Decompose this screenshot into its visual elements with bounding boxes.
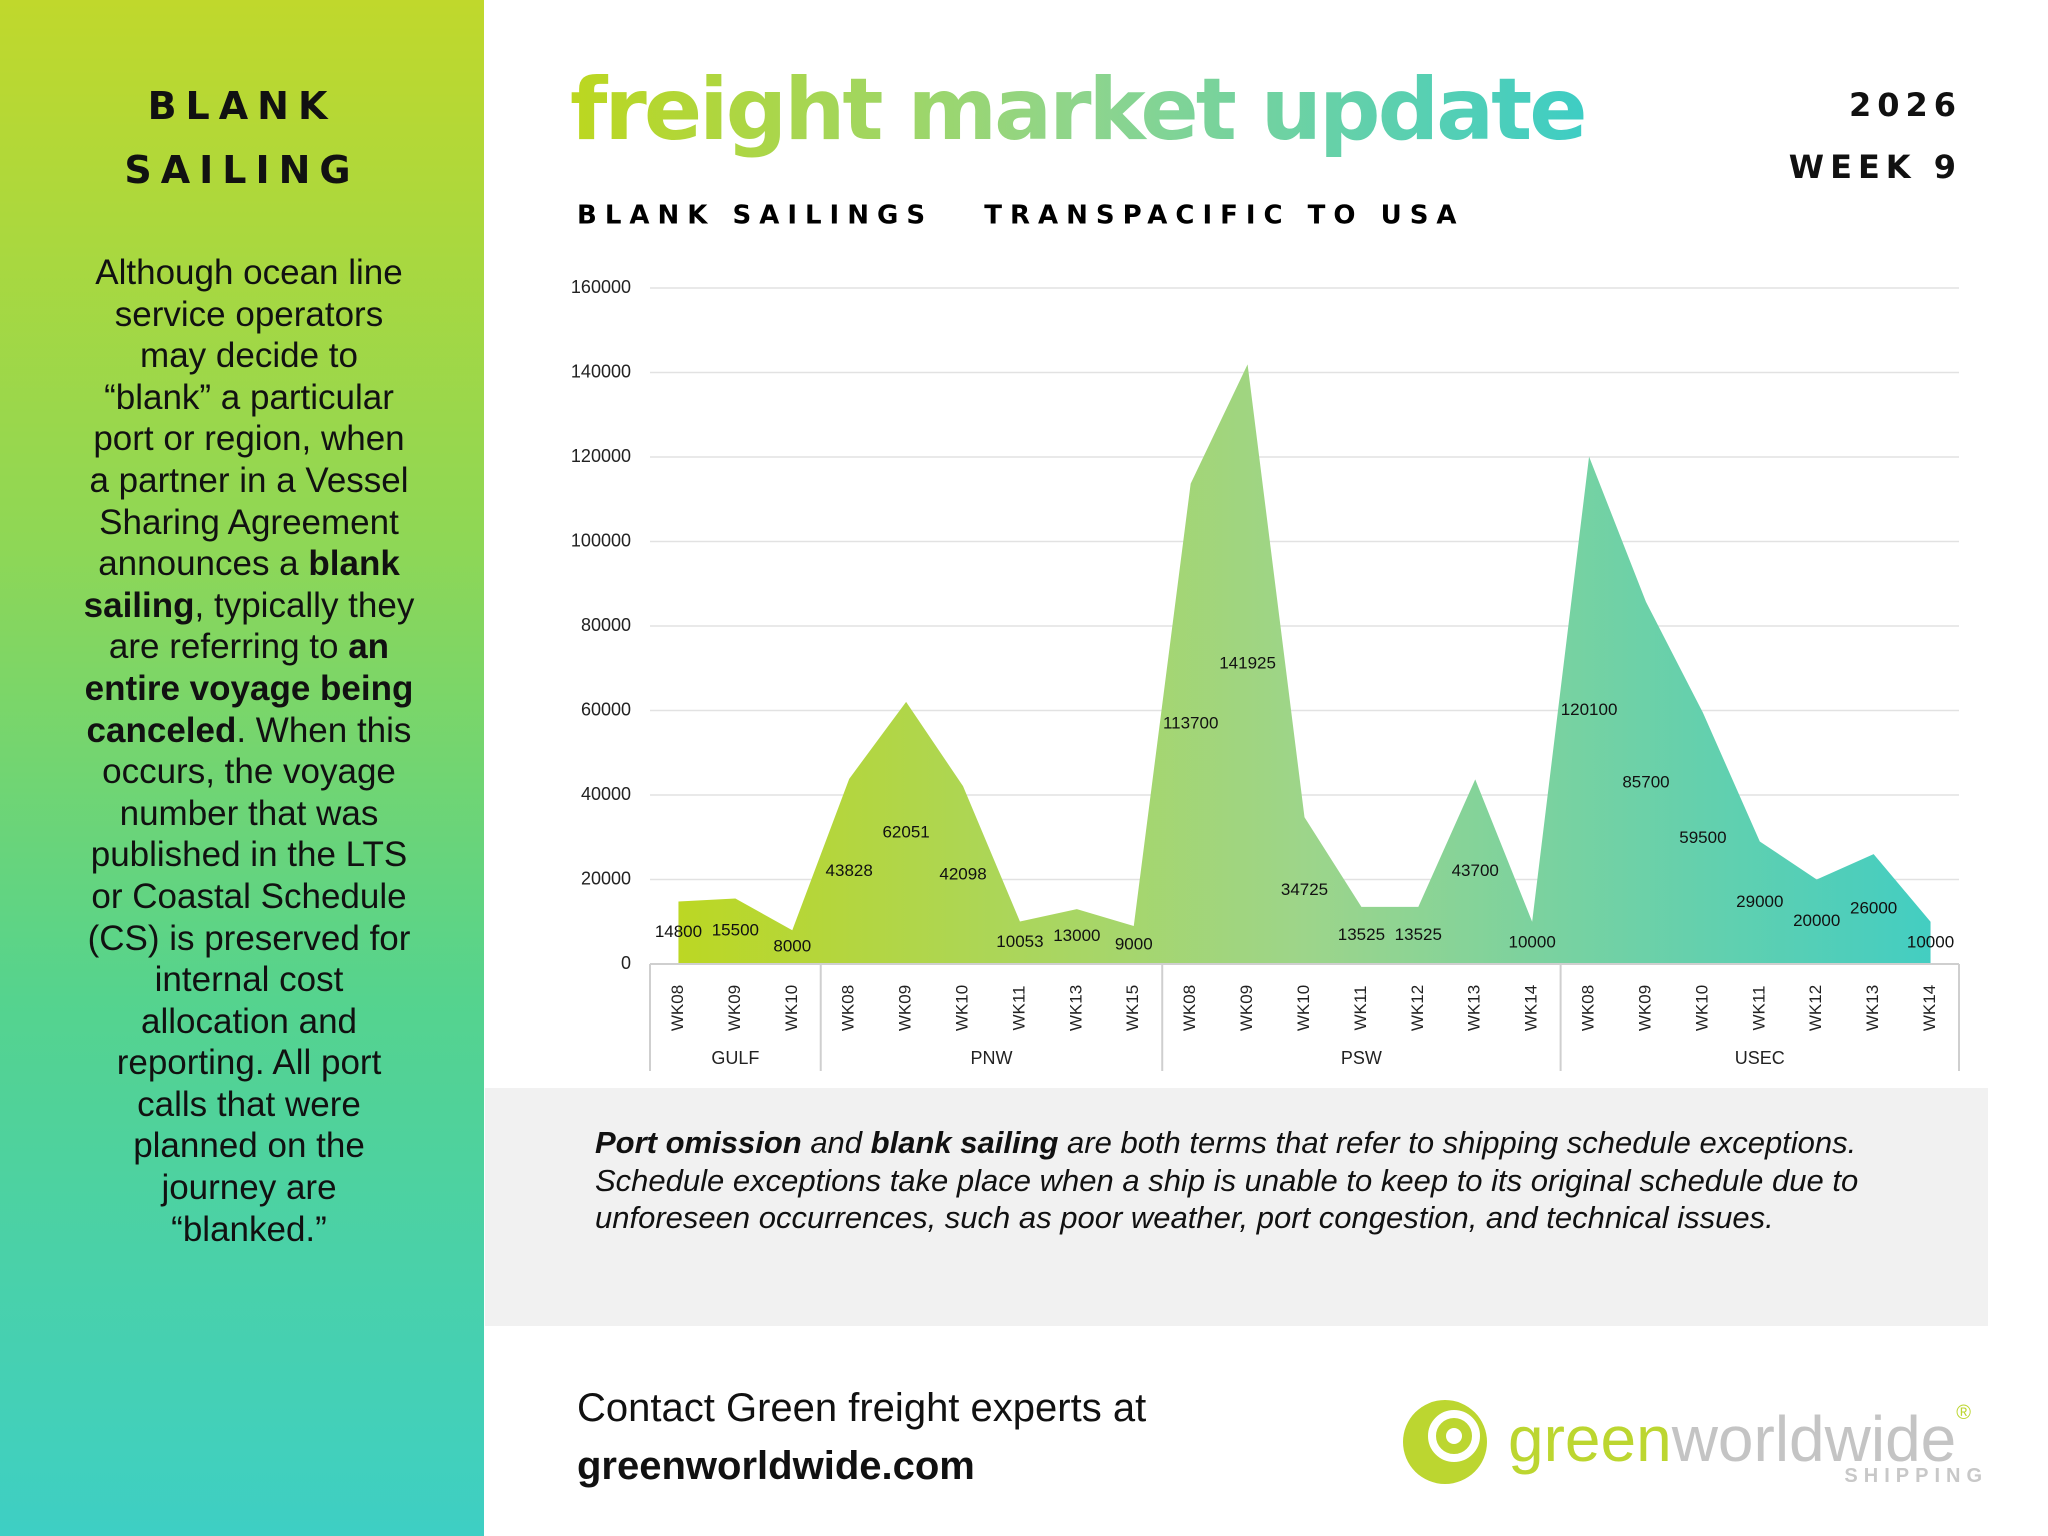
- data-label: 113700: [1163, 713, 1218, 732]
- logo-ring: [1428, 1410, 1480, 1462]
- sidebar-title: SAILING: [124, 148, 360, 192]
- x-tick-label: WK10: [953, 985, 972, 1031]
- data-label: 120100: [1561, 700, 1618, 719]
- bold-text: Port omission: [595, 1125, 802, 1160]
- data-label: 9000: [1115, 934, 1153, 953]
- bold-text: blank sailing: [870, 1125, 1059, 1160]
- x-tick-label: WK14: [1522, 985, 1541, 1031]
- data-label: 14800: [655, 922, 702, 941]
- note: Port omission and blank sailing are both…: [595, 1124, 1895, 1237]
- x-tick-label: WK11: [1749, 985, 1768, 1030]
- x-tick-label: WK08: [668, 985, 687, 1031]
- logo-tagline: SHIPPING: [1844, 1465, 1988, 1487]
- data-label: 43700: [1452, 861, 1499, 880]
- x-tick-label: WK11: [1351, 985, 1370, 1030]
- y-tick-label: 80000: [581, 615, 631, 635]
- x-tick-label: WK12: [1408, 985, 1427, 1031]
- logo-icon: [1403, 1400, 1487, 1484]
- y-tick-label: 40000: [581, 784, 631, 804]
- data-label: 10000: [1509, 932, 1556, 951]
- bold-text: an entire voyage being canceled: [84, 627, 414, 750]
- x-tick-label: WK09: [896, 985, 915, 1031]
- page-title: freight market update: [570, 60, 1588, 160]
- y-tick-label: 120000: [571, 446, 631, 466]
- x-tick-label: WK09: [1237, 985, 1256, 1031]
- y-tick-label: 160000: [571, 277, 631, 297]
- data-label: 42098: [939, 865, 986, 884]
- data-label: 59500: [1679, 828, 1726, 847]
- x-tick-label: WK10: [1692, 985, 1711, 1031]
- chart: BLANK SAILINGS TRANSPACIFIC TO USA 0 2000…: [571, 201, 1960, 1071]
- logo-registered: ®: [1956, 1402, 1971, 1424]
- text-run: and: [801, 1125, 871, 1160]
- x-tick-label: WK13: [1066, 985, 1085, 1031]
- data-label: 13000: [1053, 926, 1100, 945]
- data-label: 85700: [1622, 772, 1669, 791]
- y-tick-label: 140000: [571, 361, 631, 381]
- area: [678, 364, 1931, 964]
- logo-worldwide: worldwide: [1671, 1403, 1957, 1475]
- data-label: 26000: [1850, 899, 1897, 918]
- data-label: 20000: [1793, 911, 1840, 930]
- contact-text: Contact Green freight experts at: [577, 1386, 1147, 1430]
- y-tick-label: 60000: [581, 699, 631, 719]
- group-label: GULF: [711, 1048, 759, 1068]
- sidebar-paragraph: Although ocean line service operators ma…: [82, 252, 416, 1250]
- x-tick-label: WK14: [1920, 985, 1939, 1031]
- group-label: PSW: [1341, 1048, 1382, 1068]
- x-tick-label: WK09: [725, 985, 744, 1031]
- data-label: 8000: [773, 937, 811, 956]
- x-tick-label: WK08: [839, 985, 858, 1031]
- bold-text: blank sailing: [83, 544, 400, 625]
- data-label: 34725: [1281, 880, 1328, 899]
- x-tick-label: WK10: [1294, 985, 1313, 1031]
- data-label: 10053: [996, 932, 1043, 951]
- edition-week: WEEK 9: [1788, 148, 1962, 186]
- x-tick-label: WK09: [1635, 985, 1654, 1031]
- x-tick-label: WK08: [1579, 985, 1598, 1031]
- data-label: 62051: [882, 822, 929, 841]
- y-tick-label: 100000: [571, 530, 631, 550]
- x-tick-label: WK11: [1009, 985, 1028, 1030]
- y-tick-label: 0: [621, 953, 631, 973]
- logo-green: green: [1508, 1403, 1672, 1475]
- text-run: . When this occurs, the voyage number th…: [87, 710, 412, 1249]
- x-tick-label: WK12: [1806, 985, 1825, 1031]
- data-label: 10000: [1907, 932, 1954, 951]
- x-tick-label: WK10: [782, 985, 801, 1031]
- x-tick-label: WK13: [1863, 985, 1882, 1031]
- chart-subtitle: BLANK SAILINGS TRANSPACIFIC TO USA: [577, 201, 1465, 231]
- sidebar-title: BLANK: [147, 84, 337, 128]
- data-label: 15500: [712, 921, 759, 940]
- x-tick-label: WK15: [1123, 985, 1142, 1031]
- text-run: Although ocean line service operators ma…: [89, 253, 409, 584]
- data-label: 13525: [1395, 925, 1442, 944]
- sidebar: BLANK SAILING Although ocean line servic…: [0, 0, 484, 1536]
- text-run: , typically they are referring to: [108, 585, 415, 667]
- x-tick-label: WK13: [1465, 985, 1484, 1031]
- data-label: 141925: [1219, 654, 1276, 673]
- data-label: 13525: [1338, 925, 1385, 944]
- y-tick-label: 20000: [581, 868, 631, 888]
- logo-name: greenworldwide®: [1508, 1402, 1971, 1476]
- group-label: USEC: [1735, 1048, 1785, 1068]
- note-box: [485, 1088, 1988, 1326]
- edition-year: 2026: [1848, 86, 1962, 124]
- x-tick-label: WK08: [1180, 985, 1199, 1031]
- data-label: 29000: [1736, 892, 1783, 911]
- logo-dot: [1446, 1428, 1462, 1444]
- data-label: 43828: [826, 861, 873, 880]
- contact-url: greenworldwide.com: [577, 1444, 975, 1488]
- text-run: are both terms that refer to shipping sc…: [595, 1125, 1859, 1235]
- group-label: PNW: [970, 1048, 1012, 1068]
